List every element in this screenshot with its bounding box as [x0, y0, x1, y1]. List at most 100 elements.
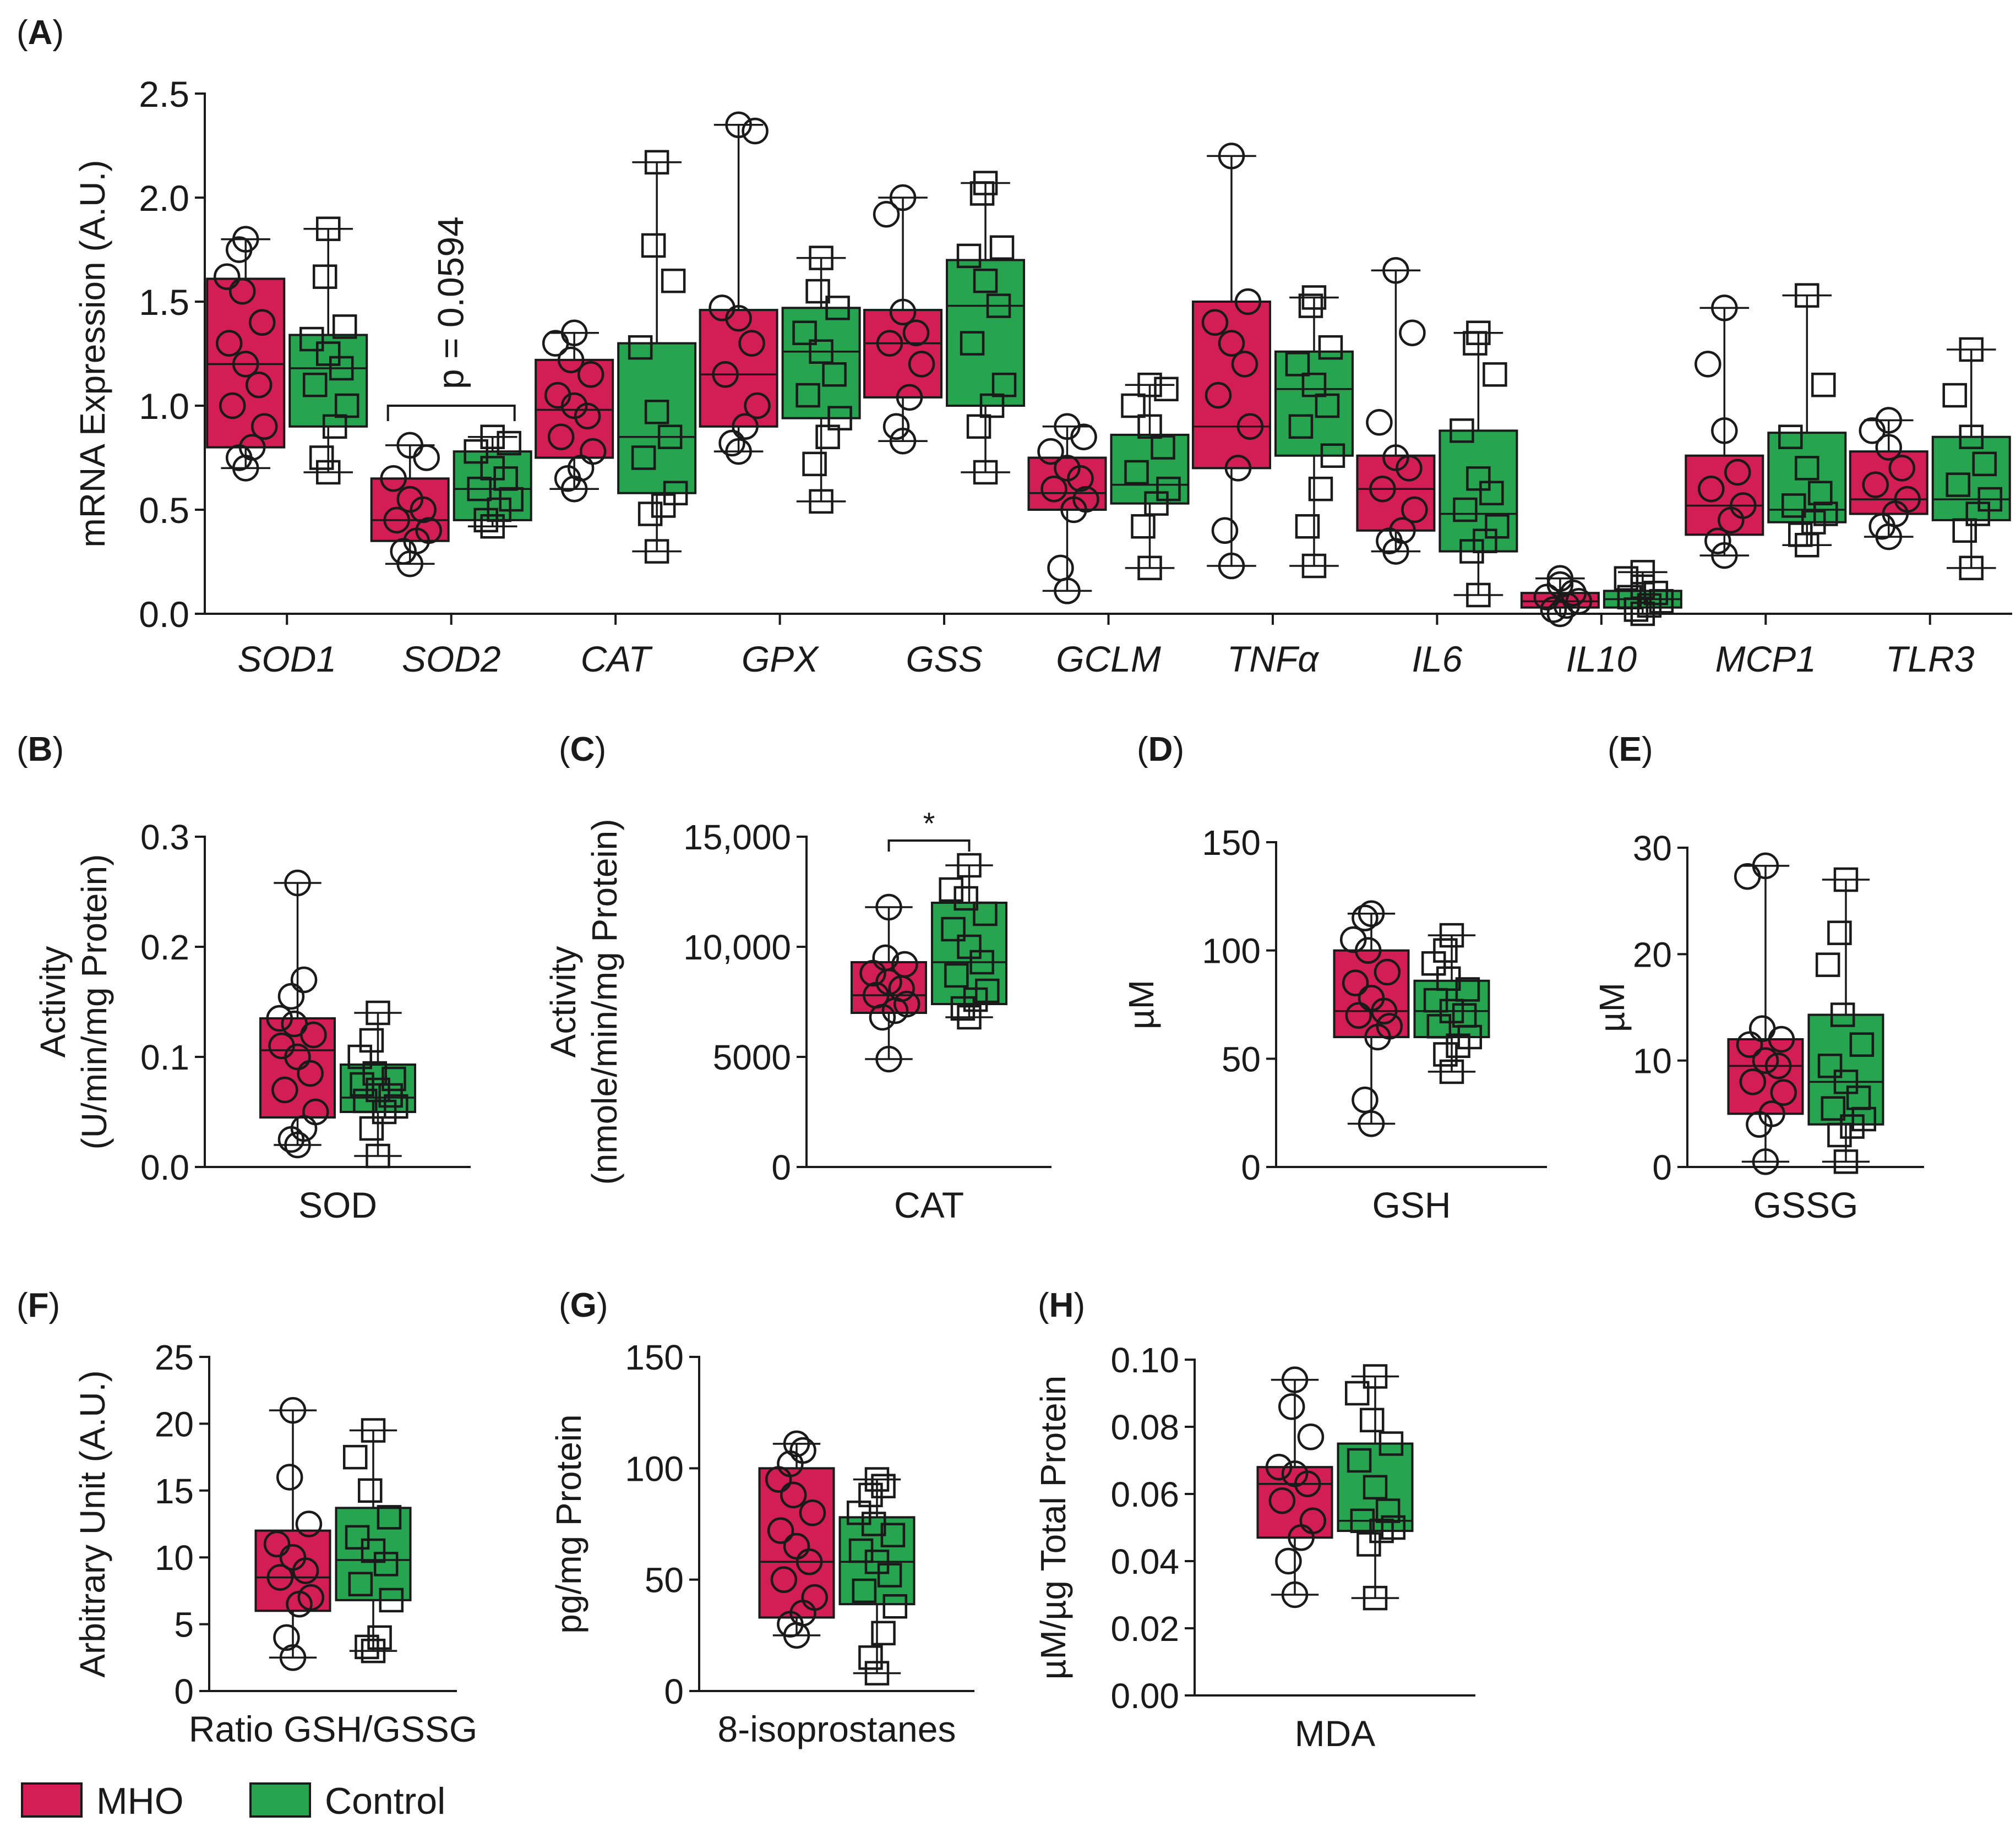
y-axis-label-line1: Activity [33, 946, 73, 1058]
box-mho [1256, 1366, 1333, 1608]
data-point-circle [415, 517, 442, 544]
data-point-circle [783, 1430, 810, 1458]
category-label: IL6 [1412, 639, 1463, 679]
data-point-circle [213, 263, 241, 290]
data-point-circle [882, 413, 910, 440]
data-point-square [299, 326, 324, 352]
y-tick-label: 100 [625, 1449, 684, 1488]
box-control-9 [1767, 283, 1847, 558]
y-tick-label: 0 [1652, 1148, 1672, 1187]
data-point-square [1630, 574, 1655, 599]
data-point-square [362, 1061, 387, 1086]
iqr-box [1027, 456, 1107, 511]
box-control-1 [453, 424, 532, 539]
data-point-square [1301, 285, 1327, 310]
category-label: GPX [742, 639, 820, 679]
x-axis-label: 8-isoprostanes [718, 1709, 956, 1749]
y-tick-label: 0.06 [1110, 1475, 1179, 1514]
significance-bracket [386, 405, 516, 421]
data-point-square [1450, 418, 1474, 443]
y-tick-label: 0 [771, 1148, 791, 1187]
data-point-square [1833, 1149, 1859, 1174]
data-point-circle [1875, 407, 1903, 434]
data-point-square [1479, 481, 1504, 506]
data-point-circle [295, 1510, 323, 1537]
data-point-circle [1369, 475, 1396, 503]
data-point-square [822, 362, 847, 387]
data-point-circle [1758, 1100, 1785, 1127]
y-tick-label: 50 [1222, 1039, 1261, 1079]
data-point-circle [277, 983, 305, 1010]
data-point-square [329, 356, 354, 381]
y-tick-label: 0.00 [1110, 1676, 1179, 1716]
data-point-circle [276, 1464, 303, 1491]
data-point-square [1433, 1042, 1458, 1067]
y-tick-label: 0 [174, 1672, 194, 1711]
data-point-circle [268, 1032, 295, 1060]
data-point-square [1124, 460, 1149, 485]
data-point-circle [1345, 1002, 1372, 1029]
y-axis-label-line2: (U/min/mg Protein) [74, 854, 114, 1150]
y-axis-label-line2: (nmole/min/mg Protein) [585, 819, 624, 1185]
data-point-square [1320, 443, 1345, 468]
data-point-circle [732, 413, 759, 440]
data-point-circle [1748, 1015, 1776, 1042]
data-point-circle [1546, 600, 1574, 628]
data-point-circle [219, 392, 246, 419]
data-point-square [989, 235, 1015, 260]
box-control-7 [1439, 320, 1518, 608]
data-point-circle [709, 294, 735, 321]
data-point-circle [1734, 863, 1761, 890]
data-point-square [944, 963, 969, 988]
data-point-square [361, 1538, 386, 1563]
panel-label: (D) [1137, 730, 1184, 768]
data-point-circle [1711, 542, 1738, 569]
data-point-circle [297, 1060, 324, 1087]
data-point-square [1483, 362, 1507, 387]
data-point-circle [1560, 579, 1587, 607]
data-point-square [1942, 383, 1968, 408]
data-point-circle [1752, 1148, 1779, 1175]
data-point-square [1959, 424, 1984, 449]
box-control-5 [1110, 372, 1190, 581]
data-point-circle [1218, 143, 1245, 170]
data-point-circle [1205, 381, 1232, 409]
data-point-square [1466, 466, 1491, 491]
y-tick-label: 10,000 [683, 928, 791, 967]
data-point-circle [1366, 408, 1393, 436]
data-point-circle [889, 298, 917, 326]
data-point-square [1849, 1032, 1875, 1057]
data-point-square [1977, 487, 2003, 512]
panel-label: (A) [17, 14, 64, 52]
data-point-square [991, 372, 1017, 397]
data-point-square [882, 1594, 908, 1619]
box-control-0 [288, 216, 368, 485]
data-point-square [312, 264, 337, 289]
data-point-circle [875, 1045, 902, 1073]
y-tick-label: 0.10 [1110, 1340, 1179, 1380]
data-point-square [1131, 514, 1156, 539]
data-point-circle [1352, 904, 1378, 931]
data-point-circle [279, 1397, 307, 1424]
data-point-circle [250, 413, 278, 440]
iqr-box [206, 277, 286, 449]
data-point-circle [1281, 1366, 1309, 1393]
data-point-circle [1374, 958, 1401, 986]
iqr-box [617, 342, 697, 494]
data-point-circle [1281, 1460, 1309, 1487]
data-point-square [1423, 988, 1448, 1013]
data-point-square [1453, 497, 1478, 522]
data-point-square [953, 886, 978, 911]
data-point-circle [893, 990, 920, 1018]
data-point-circle [1040, 475, 1067, 503]
data-point-square [497, 430, 521, 456]
data-point-square [355, 1634, 379, 1660]
data-point-circle [1888, 455, 1916, 482]
data-point-circle [896, 384, 923, 411]
data-point-square [467, 476, 492, 501]
y-tick-label: 0.2 [140, 928, 189, 967]
legend: MHO Control [21, 1780, 445, 1822]
data-point-circle [396, 486, 423, 513]
panel-label: (E) [1608, 730, 1653, 768]
significance-star: * [923, 806, 935, 841]
